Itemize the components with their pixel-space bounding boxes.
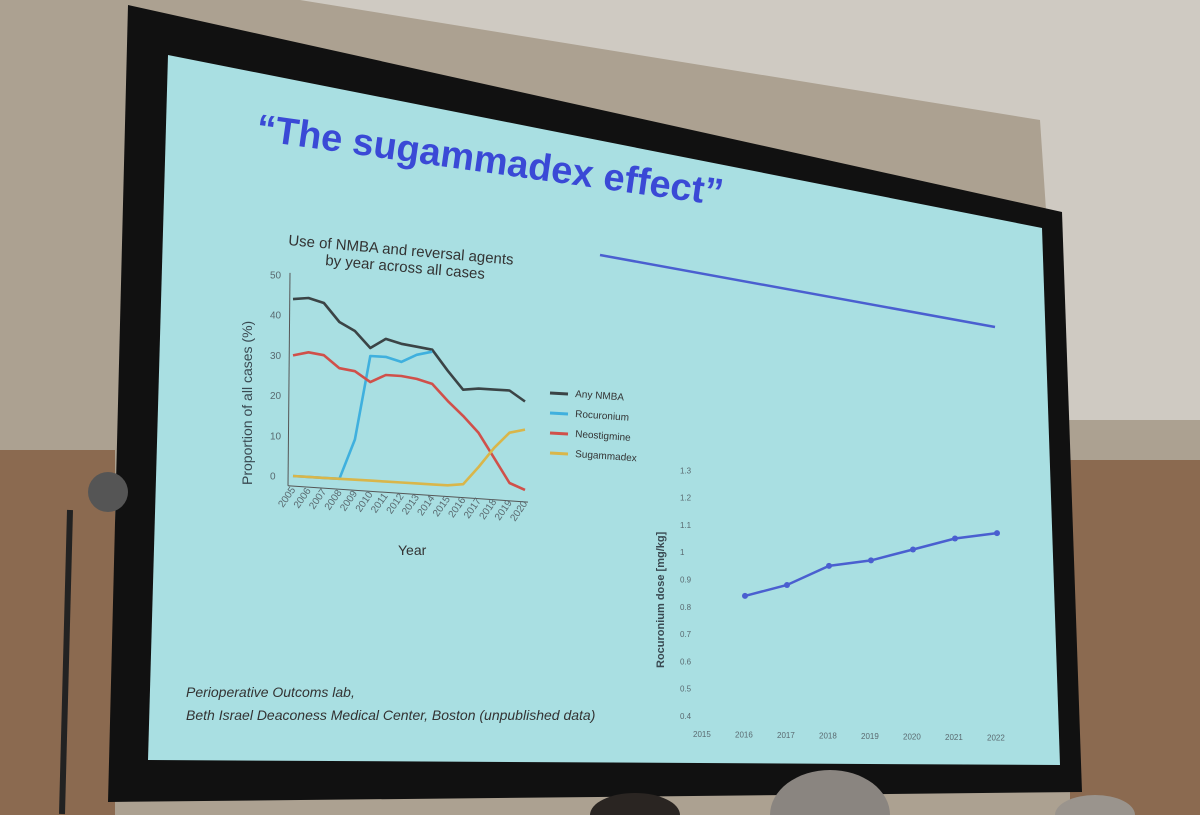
legend-entry: Neostigmine: [575, 429, 632, 444]
legend-swatch: [549, 431, 569, 436]
chart1-y-axis: [287, 272, 291, 486]
chart2-y-tick: 0.4: [680, 712, 692, 721]
audience-head: [1055, 795, 1135, 815]
chart1-y-tick: 40: [270, 311, 282, 322]
chart2-y-label: Rocuronium dose [mg/kg]: [655, 531, 667, 668]
chart2-x-tick: 2020: [903, 733, 921, 742]
wood-panel-right: [1070, 460, 1200, 815]
series-line-any-nmba: [292, 296, 526, 403]
credit-line-2: Beth Israel Deaconess Medical Center, Bo…: [186, 707, 595, 723]
dose-chart: Rocuronium dose [mg/kg] 0.4 0.5 0.6 0.7 0.8 0…: [655, 466, 1005, 742]
dose-point: [826, 562, 832, 569]
chart2-y-tick: 0.9: [680, 576, 692, 585]
dose-point: [952, 535, 958, 542]
legend-entry: Any NMBA: [575, 389, 625, 403]
chart1-x-label: Year: [398, 542, 427, 558]
dose-point: [742, 592, 748, 599]
title-underline: [599, 253, 996, 329]
series-line-neostigmine: [292, 351, 526, 492]
chart2-x-tick: 2015: [693, 730, 711, 739]
dose-point: [910, 546, 916, 553]
chart2-x-tick: 2021: [945, 733, 963, 742]
chart2-y-tick: 0.6: [680, 657, 692, 666]
chart1-y-tick: 20: [270, 391, 282, 402]
dose-point: [868, 557, 874, 564]
chart2-x-tick: 2016: [735, 731, 753, 740]
ceiling: [300, 0, 1200, 420]
dose-point: [994, 530, 1000, 537]
chart1-y-tick: 30: [270, 351, 282, 362]
legend-entry: Sugammadex: [575, 449, 637, 464]
chart2-y-tick: 0.5: [680, 685, 692, 694]
chart1-y-tick: 10: [270, 431, 282, 442]
legend-swatch: [549, 411, 569, 416]
microphone: [88, 472, 128, 512]
slide-background: [148, 55, 1060, 765]
dose-point: [784, 581, 790, 588]
chart2-y-tick: 1.3: [680, 466, 692, 475]
audience-head: [770, 770, 890, 815]
chart2-y-tick: 1.1: [680, 521, 692, 530]
chart1-x-axis: [287, 485, 529, 503]
chart2-x-tick: 2018: [819, 732, 837, 741]
chart1-y-tick: 50: [270, 271, 282, 282]
chart1-y-label: Proportion of all cases (%): [239, 321, 255, 485]
legend-swatch: [549, 391, 569, 396]
chart2-y-tick: 1: [680, 548, 685, 557]
legend-entry: Rocuronium: [575, 409, 630, 424]
chart2-y-tick: 0.7: [680, 630, 692, 639]
chart2-x-tick: 2022: [987, 734, 1005, 743]
chart2-y-tick: 1.2: [680, 494, 692, 503]
series-line-sugammadex: [292, 428, 526, 487]
chart2-x-tick: 2017: [777, 731, 795, 740]
chart1-y-tick: 0: [270, 472, 276, 483]
audience-head: [590, 793, 680, 815]
chart2-x-tick: 2019: [861, 732, 879, 741]
microphone-stand: [59, 509, 73, 815]
chart2-y-tick: 0.8: [680, 603, 692, 612]
wood-panel-left: [0, 450, 115, 815]
legend-swatch: [549, 451, 569, 456]
credit-line-1: Perioperative Outcoms lab,: [186, 684, 355, 700]
